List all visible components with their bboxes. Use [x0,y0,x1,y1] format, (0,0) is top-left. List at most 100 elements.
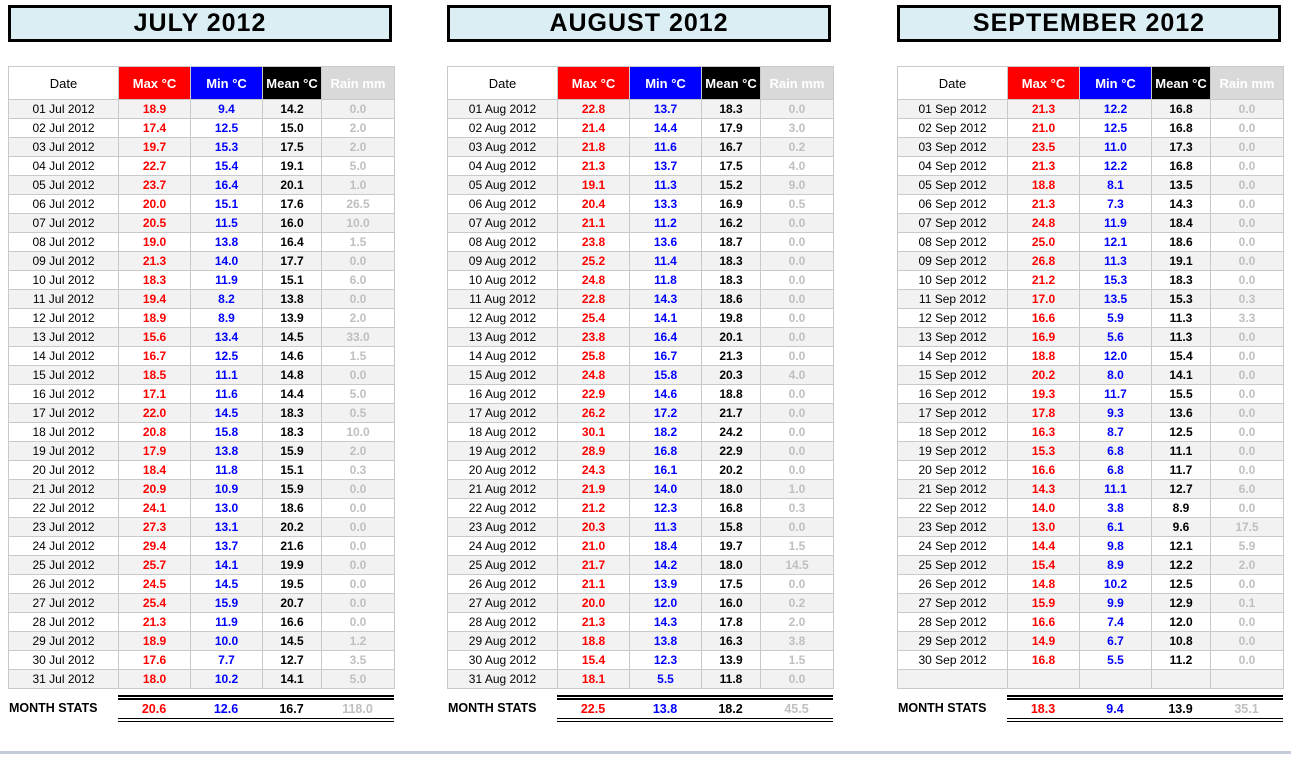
max-cell: 20.0 [557,593,630,613]
mean-cell: 19.1 [262,156,322,176]
date-cell: 04 Aug 2012 [447,156,558,176]
table-row: 21 Jul 2012 20.9 10.9 15.9 0.0 [8,479,395,499]
col-header-min: Min °C [629,66,702,100]
mean-cell: 15.0 [262,118,322,138]
stats-max-value: 22.5 [580,701,606,716]
rain-cell: 0.0 [321,612,395,632]
empty-cell [1007,669,1080,689]
min-cell: 11.3 [629,517,702,537]
max-cell: 21.1 [557,213,630,233]
table-row: 14 Sep 2012 18.8 12.0 15.4 0.0 [897,346,1284,366]
max-cell: 26.8 [1007,251,1080,271]
mean-cell: 21.3 [701,346,761,366]
max-cell: 25.2 [557,251,630,271]
mean-cell: 20.2 [262,517,322,537]
mean-cell: 17.3 [1151,137,1211,157]
rain-cell: 1.0 [321,175,395,195]
date-cell: 11 Sep 2012 [897,289,1008,309]
max-cell: 15.4 [557,650,630,670]
rain-cell: 0.5 [321,403,395,423]
mean-cell: 18.0 [701,555,761,575]
date-cell: 25 Sep 2012 [897,555,1008,575]
rain-cell: 0.0 [1210,99,1284,119]
min-cell: 9.3 [1079,403,1152,423]
min-cell: 13.5 [1079,289,1152,309]
mean-cell: 13.9 [701,650,761,670]
mean-cell: 17.7 [262,251,322,271]
min-cell: 12.3 [629,650,702,670]
min-cell: 15.9 [190,593,263,613]
month-stats-row: MONTH STATS 18.3 9.4 13.9 35.1 [897,694,1283,722]
min-cell: 14.1 [190,555,263,575]
rain-cell: 0.0 [321,536,395,556]
mean-cell: 18.0 [701,479,761,499]
date-cell: 27 Aug 2012 [447,593,558,613]
min-cell: 13.0 [190,498,263,518]
date-cell: 21 Aug 2012 [447,479,558,499]
table-row: 29 Aug 2012 18.8 13.8 16.3 3.8 [447,631,834,651]
table-row: 07 Sep 2012 24.8 11.9 18.4 0.0 [897,213,1284,233]
max-cell: 22.8 [557,99,630,119]
table-row: 24 Sep 2012 14.4 9.8 12.1 5.9 [897,536,1284,556]
table-row: 13 Sep 2012 16.9 5.6 11.3 0.0 [897,327,1284,347]
min-cell: 11.5 [190,213,263,233]
max-cell: 20.5 [118,213,191,233]
min-cell: 8.9 [190,308,263,328]
mean-cell: 12.5 [1151,574,1211,594]
rain-cell: 3.3 [1210,308,1284,328]
rain-cell: 0.0 [1210,384,1284,404]
rain-cell: 2.0 [321,118,395,138]
mean-cell: 18.3 [262,403,322,423]
month-section: AUGUST 2012 Date Max °C Min °C Mean °C R… [447,5,834,722]
min-cell: 14.1 [629,308,702,328]
date-cell: 25 Jul 2012 [8,555,119,575]
rain-cell: 2.0 [321,137,395,157]
rain-cell: 5.0 [321,156,395,176]
rain-cell: 0.0 [1210,498,1284,518]
max-cell: 16.8 [1007,650,1080,670]
table-row: 04 Sep 2012 21.3 12.2 16.8 0.0 [897,156,1284,176]
max-cell: 17.4 [118,118,191,138]
empty-cell [1210,669,1284,689]
table-row: 30 Sep 2012 16.8 5.5 11.2 0.0 [897,650,1284,670]
date-cell: 02 Sep 2012 [897,118,1008,138]
table-row: 01 Sep 2012 21.3 12.2 16.8 0.0 [897,99,1284,119]
rain-cell: 0.0 [760,669,834,689]
rain-cell: 0.0 [1210,650,1284,670]
min-cell: 15.4 [190,156,263,176]
table-row: 11 Aug 2012 22.8 14.3 18.6 0.0 [447,289,834,309]
max-cell: 21.2 [1007,270,1080,290]
min-cell: 15.3 [1079,270,1152,290]
mean-cell: 13.6 [1151,403,1211,423]
mean-cell: 15.1 [262,270,322,290]
max-cell: 14.3 [1007,479,1080,499]
min-cell: 6.8 [1079,460,1152,480]
date-cell: 06 Jul 2012 [8,194,119,214]
mean-cell: 18.3 [701,251,761,271]
max-cell: 17.9 [118,441,191,461]
mean-cell: 11.1 [1151,441,1211,461]
mean-cell: 11.7 [1151,460,1211,480]
min-cell: 11.1 [1079,479,1152,499]
min-cell: 17.2 [629,403,702,423]
date-cell: 03 Sep 2012 [897,137,1008,157]
rain-cell: 3.8 [760,631,834,651]
max-cell: 20.2 [1007,365,1080,385]
table-row: 27 Sep 2012 15.9 9.9 12.9 0.1 [897,593,1284,613]
table-row: 23 Aug 2012 20.3 11.3 15.8 0.0 [447,517,834,537]
mean-cell: 17.8 [701,612,761,632]
date-cell: 16 Aug 2012 [447,384,558,404]
mean-cell: 12.9 [1151,593,1211,613]
date-cell: 30 Aug 2012 [447,650,558,670]
min-cell: 15.8 [629,365,702,385]
max-cell: 14.0 [1007,498,1080,518]
mean-cell: 14.1 [1151,365,1211,385]
mean-cell: 16.3 [701,631,761,651]
rain-cell: 0.0 [760,346,834,366]
rain-cell: 3.5 [321,650,395,670]
mean-cell: 16.8 [701,498,761,518]
rain-cell: 0.2 [760,593,834,613]
date-cell: 18 Sep 2012 [897,422,1008,442]
min-cell: 11.2 [629,213,702,233]
date-cell: 29 Aug 2012 [447,631,558,651]
